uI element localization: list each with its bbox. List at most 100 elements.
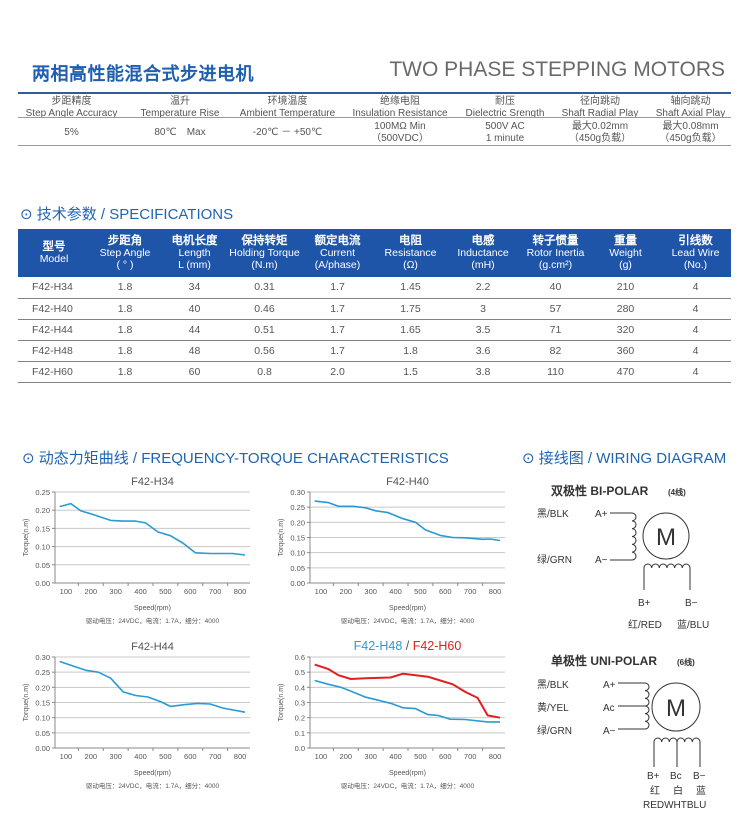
header-cn: 步距精度 bbox=[51, 96, 92, 107]
chart-f42-h44: F42-H44 0.00 0.05 0.10 0.15 0.20 0.25 0.30 100 20… bbox=[23, 641, 250, 790]
header-en: Length bbox=[178, 247, 211, 259]
table-cell: 4 bbox=[660, 298, 731, 320]
header-en: Dielectric Srength bbox=[465, 108, 545, 119]
table-cell: 1.65 bbox=[375, 319, 446, 341]
y-axis-label: Torque(n.m) bbox=[278, 519, 285, 557]
series-line-f42-h40 bbox=[314, 500, 501, 542]
table-cell: 44 bbox=[160, 319, 229, 341]
unipolar-diagram: 单极性 UNI-POLAR (6线) 黑/BLK 黄/YEL 绿/GRN A+ … bbox=[537, 653, 706, 811]
table-cell: 34 bbox=[160, 277, 229, 299]
y-tick-label: 0.15 bbox=[290, 534, 305, 543]
y-tick-label: 0.5 bbox=[295, 668, 305, 677]
x-tick-label: 800 bbox=[234, 752, 247, 761]
table-cell: F42-H48 bbox=[18, 340, 90, 362]
table-cell: 1.75 bbox=[375, 298, 446, 320]
y-tick-label: 0.25 bbox=[35, 668, 50, 677]
header-cn: 电感 bbox=[471, 235, 495, 247]
table-cell: 1.8 bbox=[90, 340, 160, 362]
header-cn: 保持转矩 bbox=[241, 235, 288, 247]
divider bbox=[18, 92, 731, 94]
x-axis-label: Speed(rpm) bbox=[389, 605, 426, 612]
y-tick-label: 0.4 bbox=[295, 683, 305, 692]
header-en: Ambient Temperature bbox=[239, 108, 336, 119]
table-row: F42-H40 1.8 40 0.46 1.7 1.75 3 57 280 4 bbox=[18, 298, 731, 320]
y-tick-label: 0.05 bbox=[290, 564, 305, 573]
header-en: Model bbox=[39, 253, 69, 265]
label-a-minus: A− bbox=[595, 555, 608, 566]
header-cn: 电机长度 bbox=[171, 235, 218, 247]
column-header: 重量 Weight (g) bbox=[591, 229, 660, 277]
series-line-f42-h60 bbox=[314, 663, 501, 719]
y-tick-label: 0.00 bbox=[35, 579, 50, 588]
table-cell: 1.7 bbox=[300, 277, 375, 299]
table-cell: 71 bbox=[520, 319, 591, 341]
table-cell: 0.46 bbox=[229, 298, 300, 320]
x-tick-label: 700 bbox=[464, 587, 477, 596]
table-cell: 1.7 bbox=[300, 340, 375, 362]
unipolar-note: (6线) bbox=[677, 657, 695, 667]
table-cell: 360 bbox=[591, 340, 660, 362]
y-tick-label: 0.30 bbox=[35, 653, 50, 662]
column-header: 额定电流 Current (A/phase) bbox=[300, 229, 375, 277]
general-spec-header: 温升 Temperature Rise bbox=[125, 96, 235, 120]
y-tick-label: 0.00 bbox=[290, 579, 305, 588]
table-cell: 40 bbox=[520, 277, 591, 299]
header-en: Rotor Inertia bbox=[526, 247, 585, 259]
coil-b-icon bbox=[643, 563, 691, 590]
table-cell: 57 bbox=[520, 298, 591, 320]
header-unit: (No.) bbox=[683, 259, 708, 271]
table-cell: 1.8 bbox=[90, 319, 160, 341]
column-header: 电阻 Resistance (Ω) bbox=[375, 229, 446, 277]
table-cell: 0.8 bbox=[229, 361, 300, 383]
header-cn: 额定电流 bbox=[314, 235, 361, 247]
general-spec-value: 80℃ Max bbox=[125, 121, 235, 145]
y-tick-label: 0.05 bbox=[35, 561, 50, 570]
x-tick-label: 400 bbox=[389, 752, 402, 761]
column-header: 保持转矩 Holding Torque (N.m) bbox=[229, 229, 300, 277]
header-cn: 型号 bbox=[42, 241, 66, 253]
y-axis-label: Torque(n.m) bbox=[23, 519, 30, 557]
label-a-c: Ac bbox=[603, 703, 615, 714]
specifications-table: 型号 Model 步距角 Step Angle( ° ) 电机长度 Length L (mm… bbox=[18, 229, 731, 383]
x-tick-label: 100 bbox=[315, 752, 328, 761]
y-tick-label: 0.15 bbox=[35, 699, 50, 708]
value: 80℃ Max bbox=[154, 127, 206, 138]
header-unit: ( ° ) bbox=[116, 259, 134, 271]
general-spec-header: 轴向跳动 Shaft Axial Play bbox=[650, 96, 731, 120]
x-axis-label: Speed(rpm) bbox=[134, 605, 171, 612]
label-red: 红/RED bbox=[628, 618, 662, 631]
label-yel: 黄/YEL bbox=[537, 701, 569, 714]
header-en: Temperature Rise bbox=[140, 108, 220, 119]
table-cell: 2.0 bbox=[300, 361, 375, 383]
header-cn: 环境温度 bbox=[267, 96, 308, 107]
value-line2: 1 minute bbox=[485, 133, 525, 144]
y-tick-label: 0.2 bbox=[295, 714, 305, 723]
header-cn: 轴向跳动 bbox=[670, 96, 711, 107]
table-cell: 0.31 bbox=[229, 277, 300, 299]
general-spec-headers: 步距精度 Step Angle Accuracy 温升 Temperature Ris… bbox=[18, 96, 731, 120]
x-tick-label: 200 bbox=[340, 752, 353, 761]
table-row: F42-H48 1.8 48 0.56 1.7 1.8 3.6 82 360 4 bbox=[18, 340, 731, 362]
table-cell: 48 bbox=[160, 340, 229, 362]
x-tick-label: 200 bbox=[85, 587, 98, 596]
chart-note: 驱动电压：24VDC，电流：1.7A，细分：4000 bbox=[341, 781, 475, 790]
x-tick-label: 500 bbox=[159, 752, 172, 761]
general-spec-header: 环境温度 Ambient Temperature bbox=[235, 96, 340, 120]
table-cell: 3 bbox=[446, 298, 520, 320]
specifications-heading: ⊙ 技术参数 / SPECIFICATIONS bbox=[20, 206, 234, 223]
label-a-minus: A− bbox=[603, 726, 616, 737]
y-tick-label: 0.25 bbox=[290, 503, 305, 512]
motor-label: M bbox=[656, 524, 676, 551]
y-tick-label: 0.05 bbox=[35, 729, 50, 738]
x-tick-label: 800 bbox=[489, 587, 502, 596]
header-cn: 耐压 bbox=[495, 96, 515, 107]
x-tick-label: 500 bbox=[159, 587, 172, 596]
value-line2: （500VDC） bbox=[371, 133, 429, 144]
x-tick-label: 400 bbox=[389, 587, 402, 596]
value: 100MΩ Min bbox=[374, 121, 426, 132]
bipolar-diagram: 双极性 BI-POLAR (4线) 黑/BLK 绿/GRN A+ A− B+ B… bbox=[537, 483, 709, 631]
general-spec-header: 绝缘电阻 Insulation Resistance bbox=[340, 96, 460, 120]
table-cell: 0.51 bbox=[229, 319, 300, 341]
column-header: 电机长度 Length L (mm) bbox=[160, 229, 229, 277]
chart-f42-h34: F42-H34 0.00 0.05 0.10 0.15 0.20 0.25 100 200 300… bbox=[23, 476, 250, 625]
